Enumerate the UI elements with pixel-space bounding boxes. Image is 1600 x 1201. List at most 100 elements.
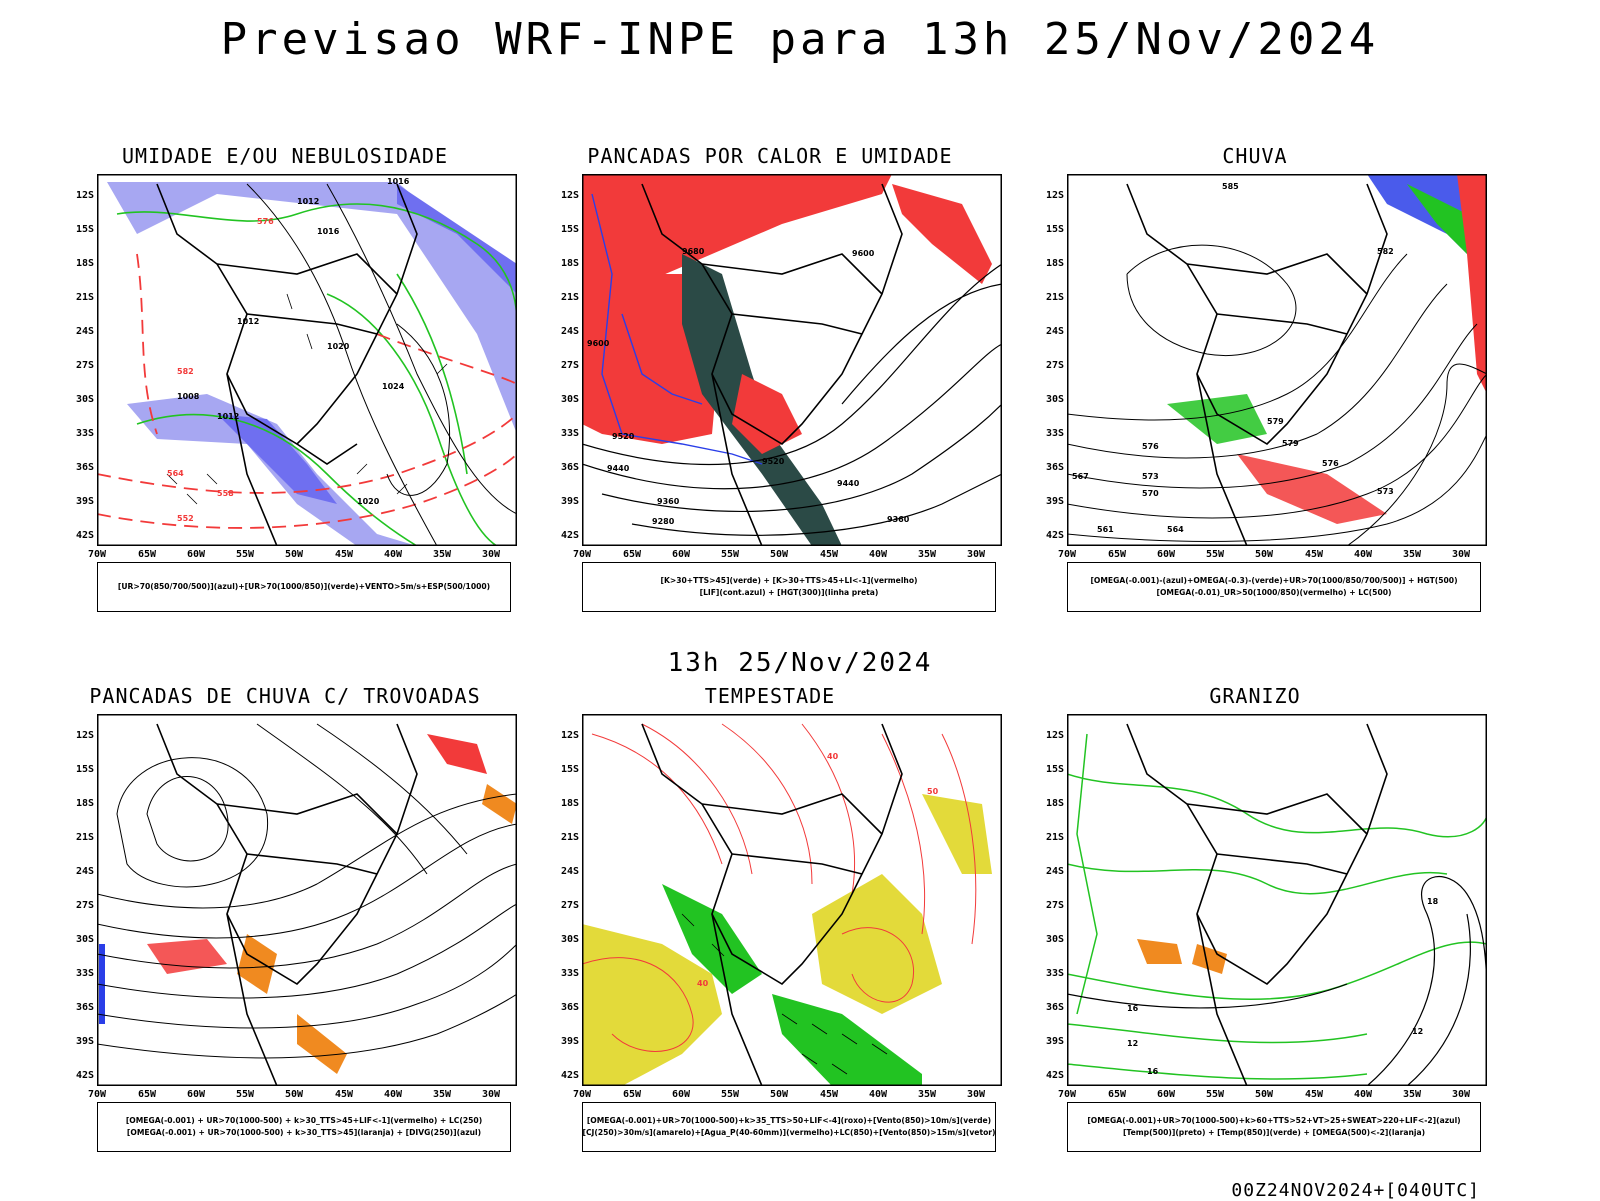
red-convection-area-east	[892, 184, 992, 284]
latitude-label: 24S	[560, 866, 579, 877]
longitude-label: 65W	[1107, 1089, 1127, 1100]
longitude-label: 35W	[1402, 1089, 1422, 1100]
contour-label: 50	[927, 787, 939, 796]
longitude-label: 50W	[284, 1089, 304, 1100]
thickness-contours	[97, 253, 517, 529]
longitude-label: 40W	[868, 549, 888, 560]
contour-label: 9520	[612, 432, 635, 441]
map-frame	[97, 714, 517, 1086]
legend-box: [OMEGA(-0.001) + UR>70(1000-500) + k>30_…	[97, 1102, 511, 1152]
map-frame	[582, 714, 1002, 1086]
run-info-footer: 00Z24NOV2024+[040UTC]	[1231, 1180, 1480, 1201]
latitude-label: 30S	[75, 934, 94, 945]
panel-granizo: GRANIZO	[1020, 684, 1490, 1184]
longitude-label: 30W	[481, 1089, 501, 1100]
map-svg: 1016 1012 1016 1012 1020 1008 1024 1020 …	[97, 174, 517, 546]
longitude-label: 60W	[186, 549, 206, 560]
legend-line: [OMEGA(-0.001) + UR>70(1000-500) + k>30_…	[125, 1116, 483, 1125]
hgt-contours	[582, 263, 1002, 536]
temp500-contours	[1067, 876, 1487, 1086]
country-borders	[156, 183, 418, 546]
longitude-label: 65W	[622, 549, 642, 560]
red-convection-area-south	[732, 374, 802, 454]
latitude-label: 39S	[1045, 1036, 1064, 1047]
pressure-contours	[246, 183, 517, 546]
contour-label-group: 9680 9600 9520 9440 9360 9280 9600 9520 …	[587, 247, 910, 526]
latitude-label: 33S	[560, 428, 579, 439]
longitude-label: 45W	[819, 549, 839, 560]
contour-label: 1012	[237, 317, 259, 326]
red-rain-area-south	[1237, 454, 1387, 524]
longitude-label: 35W	[1402, 549, 1422, 560]
panel-title: UMIDADE E/OU NEBULOSIDADE	[121, 144, 449, 168]
longitude-label: 45W	[1304, 549, 1324, 560]
dark-teal-area	[682, 254, 842, 546]
contour-label: 9600	[852, 249, 875, 258]
longitude-label: 40W	[1353, 549, 1373, 560]
jet-stream-area-west	[582, 924, 722, 1086]
latitude-label: 24S	[1045, 326, 1064, 337]
latitude-label: 21S	[75, 832, 94, 843]
latitude-label: 27S	[1045, 900, 1064, 911]
contour-label: 1012	[217, 412, 239, 421]
contour-label: 567	[1072, 472, 1089, 481]
latitude-label: 39S	[1045, 496, 1064, 507]
contour-label-group: 1016 1012 1016 1012 1020 1008 1024 1020 …	[167, 177, 410, 523]
longitude-label: 50W	[769, 1089, 789, 1100]
panel-title: CHUVA	[1222, 144, 1288, 168]
latitude-label: 39S	[75, 1036, 94, 1047]
wind-vectors	[166, 293, 448, 505]
latitude-label: 18S	[560, 798, 579, 809]
legend-line: [OMEGA(-0.001)-(azul)+OMEGA(-0.3)-(verde…	[1090, 576, 1458, 585]
map-frame	[97, 174, 517, 546]
panel-trovoadas: PANCADAS DE CHUVA C/ TROVOADAS	[50, 684, 520, 1184]
latitude-label: 42S	[560, 1070, 579, 1081]
latitude-label: 33S	[560, 968, 579, 979]
contour-label: 582	[1377, 247, 1394, 256]
latitude-label: 15S	[560, 224, 579, 235]
blue-rain-area	[1367, 174, 1487, 274]
latitude-label: 12S	[560, 730, 579, 741]
latitude-label: 21S	[560, 292, 579, 303]
latitude-label: 42S	[75, 530, 94, 541]
latitude-label: 36S	[1045, 462, 1064, 473]
longitude-label: 45W	[1304, 1089, 1324, 1100]
panel-chuva: CHUVA	[1020, 144, 1490, 644]
orange-omega-area	[1192, 944, 1227, 974]
longitude-label: 50W	[769, 549, 789, 560]
wind-vectors-850	[681, 913, 888, 1075]
map-svg: 16 12 16 12 18	[1067, 714, 1487, 1086]
legend-line: [UR>70(850/700/500)](azul)+[UR>70(1000/8…	[117, 582, 491, 591]
latitude-label: 36S	[75, 1002, 94, 1013]
longitude-label: 70W	[1057, 1089, 1077, 1100]
strong-wind-area-south	[772, 994, 922, 1086]
lifted-index-contours	[591, 193, 763, 465]
longitude-label: 65W	[137, 1089, 157, 1100]
latitude-label: 27S	[75, 360, 94, 371]
longitude-label: 70W	[572, 1089, 592, 1100]
legend-box: [UR>70(850/700/500)](azul)+[UR>70(1000/8…	[97, 562, 511, 612]
country-borders	[156, 723, 418, 1086]
contour-label: 573	[1142, 472, 1159, 481]
map-frame	[582, 174, 1002, 546]
longitude-label: 55W	[235, 549, 255, 560]
contour-label: 40	[697, 979, 709, 988]
contour-label: 40	[827, 752, 839, 761]
contour-label: 576	[257, 217, 274, 226]
latitude-label: 18S	[75, 798, 94, 809]
contour-label: 570	[1142, 489, 1159, 498]
latitude-label: 30S	[75, 394, 94, 405]
green-rain-area-south	[1167, 394, 1267, 444]
map-svg: 9680 9600 9520 9440 9360 9280 9600 9520 …	[582, 174, 1002, 546]
contour-label: 9600	[587, 339, 610, 348]
contour-label: 1008	[177, 392, 200, 401]
longitude-label: 50W	[1254, 549, 1274, 560]
latitude-label: 30S	[1045, 934, 1064, 945]
longitude-label: 35W	[432, 1089, 452, 1100]
humid-south-area	[127, 394, 417, 546]
legend-box: [OMEGA(-0.001)-(azul)+OMEGA(-0.3)-(verde…	[1067, 562, 1481, 612]
contour-label: 18	[1427, 897, 1439, 906]
latitude-label: 27S	[75, 900, 94, 911]
orange-omega-area	[1137, 939, 1182, 964]
latitude-label: 15S	[75, 224, 94, 235]
